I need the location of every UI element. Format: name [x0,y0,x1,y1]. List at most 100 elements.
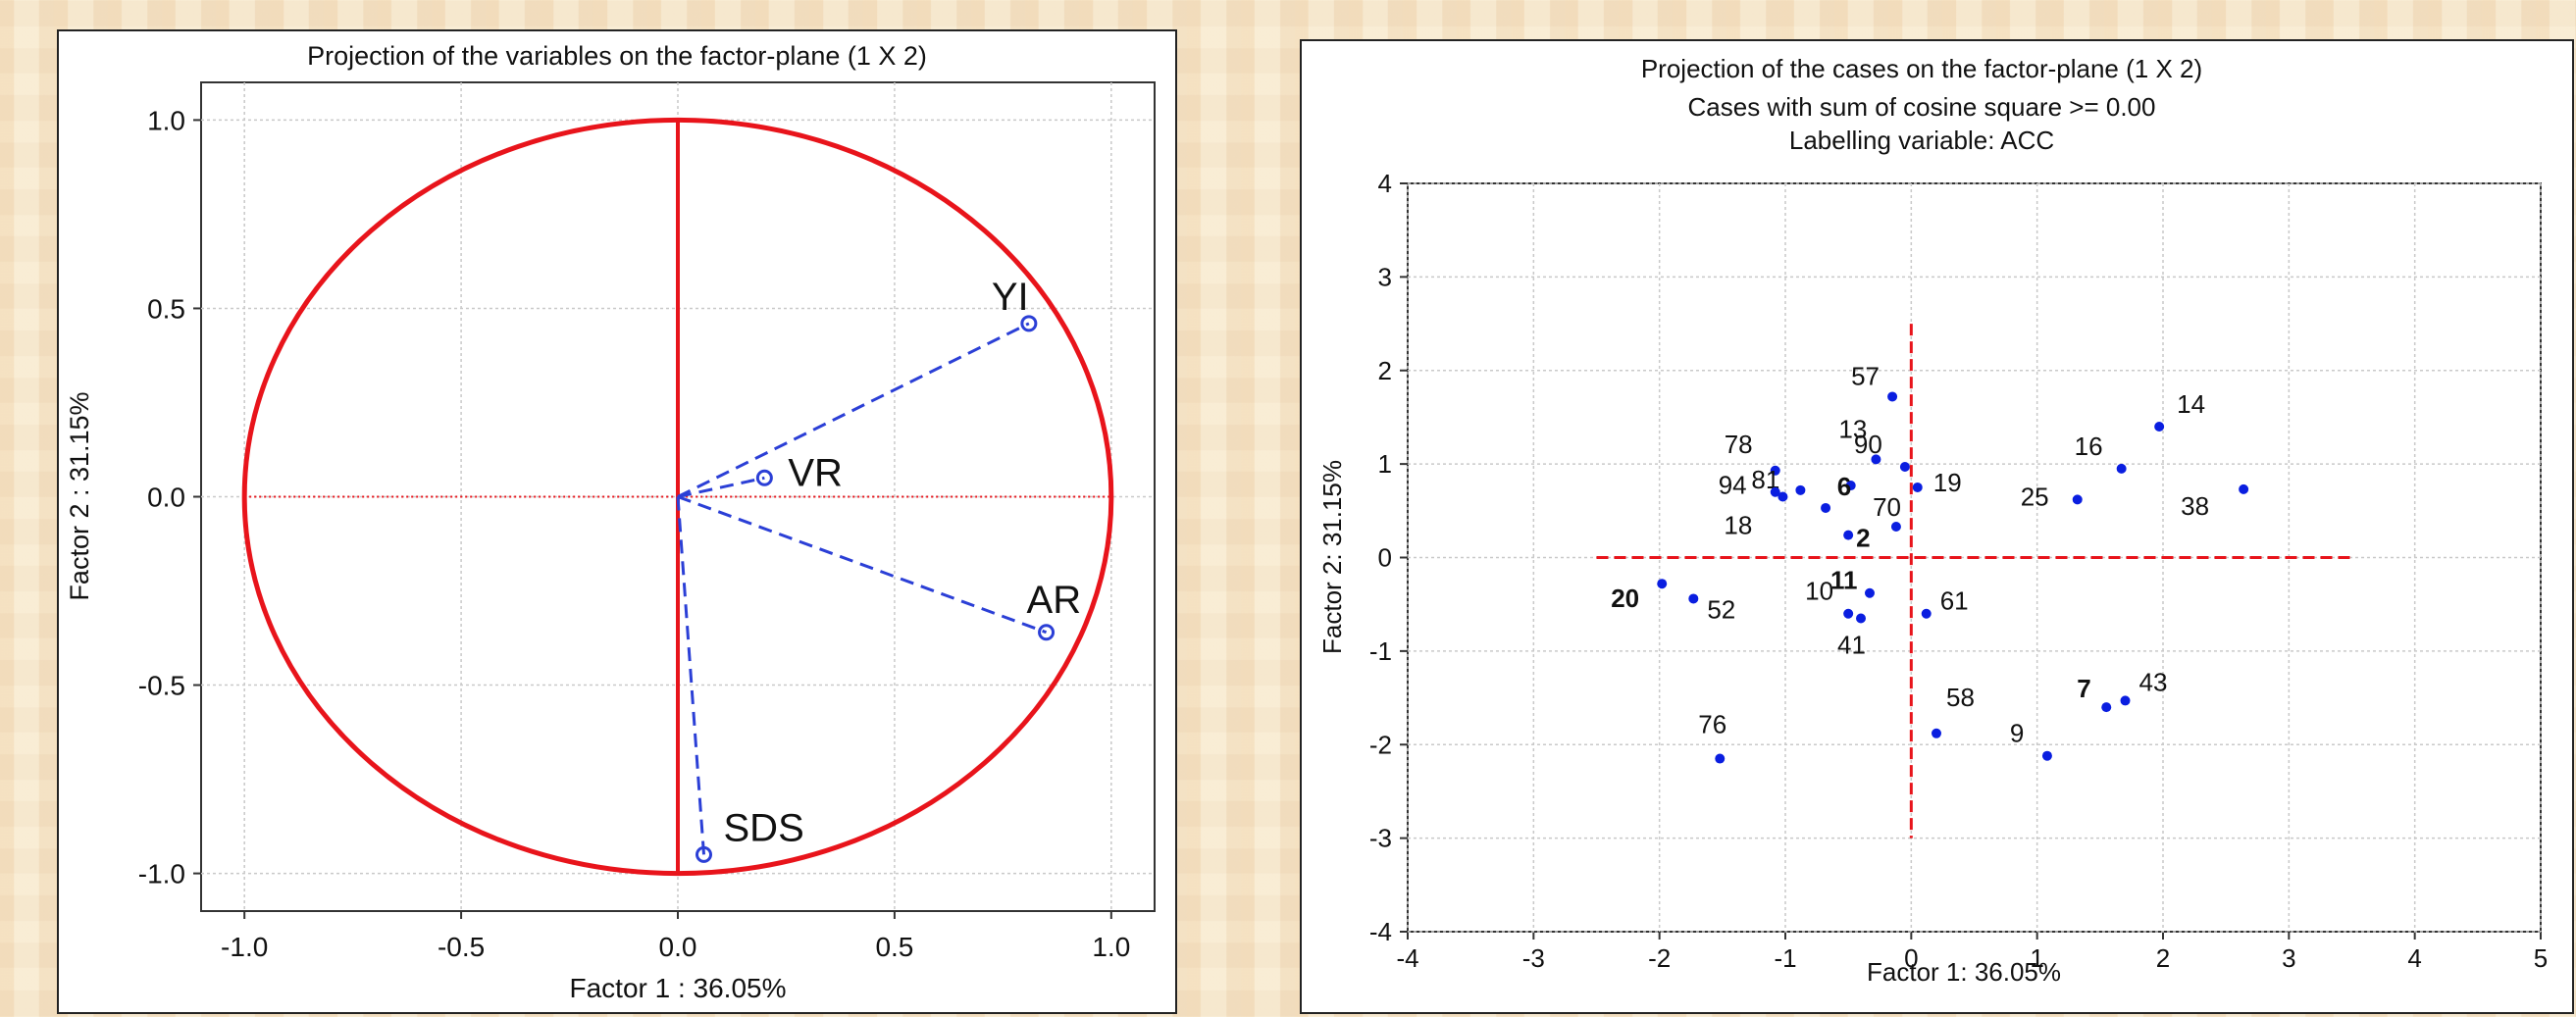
case-label-61: 61 [1940,586,1969,616]
y-tick-label: -1 [1369,636,1392,666]
case-label-18: 18 [1724,511,1752,540]
cases-chart: Projection of the cases on the factor-pl… [1317,54,2548,987]
chart-title: Projection of the cases on the factor-pl… [1641,54,2202,83]
y-tick-label: 1.0 [147,105,185,135]
case-point [1856,613,1866,624]
x-tick-label: 4 [2407,943,2421,973]
x-tick-label: 5 [2534,943,2548,973]
point-label-vr: VR [788,451,843,494]
case-point [1715,753,1726,764]
y-tick-label: 0.5 [147,293,185,324]
y-axis-label: Factor 2 : 31.15% [65,391,94,600]
point-yi [1020,315,1038,332]
vector-ar [677,495,1048,635]
y-axis-label: Factor 2: 31.15% [1317,460,1347,654]
vector-vr [677,476,765,498]
x-tick-label: -1.0 [221,932,268,962]
x-axis-label: Factor 1 : 36.05% [569,973,786,1003]
case-label-70: 70 [1873,492,1901,522]
case-point [1871,454,1881,465]
case-label-52: 52 [1707,594,1735,624]
x-tick-label: -2 [1648,943,1671,973]
chart-subtitle: Cases with sum of cosine square >= 0.00 [1688,92,2156,122]
point-sds [696,845,713,863]
case-label-6: 6 [1837,472,1851,501]
case-point [1657,579,1668,589]
vector-sds [676,496,706,855]
case-point [1821,502,1831,513]
case-label-94: 94 [1719,471,1747,500]
x-tick-label: 3 [2282,943,2295,973]
case-point [1843,608,1854,619]
case-point [2116,463,2127,474]
x-axis-label: Factor 1: 36.05% [1867,957,2061,987]
x-tick-label: 2 [2156,943,2170,973]
y-tick-label: 2 [1378,356,1392,385]
case-point [1845,481,1856,491]
case-label-19: 19 [1933,468,1962,497]
x-tick-label: 1.0 [1092,932,1130,962]
grid-lines [193,82,1155,919]
y-tick-label: -4 [1369,917,1392,946]
case-point [1795,484,1806,495]
case-point [1864,587,1875,598]
variables-chart-panel: Projection of the variables on the facto… [57,29,1177,1014]
case-point [1770,465,1780,476]
case-label-25: 25 [2021,482,2049,511]
case-label-16: 16 [2075,432,2103,461]
x-tick-label: -4 [1396,943,1418,973]
case-label-20: 20 [1611,584,1639,613]
tick-labels: -1.0 -0.5 0.0 0.5 1.0 1.0 0.5 0.0 -0.5 -1.0 [138,105,1131,962]
point-ar [1038,624,1056,641]
case-label-78: 78 [1725,430,1753,459]
case-label-2: 2 [1856,524,1870,553]
case-label-57: 57 [1851,361,1880,390]
x-tick-label: 0 [1904,943,1918,973]
case-label-90: 90 [1854,430,1882,459]
case-point [1912,482,1923,492]
case-point [1932,728,1941,738]
x-tick-label: -3 [1522,943,1545,973]
case-label-76: 76 [1698,710,1726,739]
case-label-13: 13 [1838,414,1867,443]
case-point [1921,608,1932,619]
case-label-43: 43 [2139,667,2168,696]
x-tick-label: -0.5 [438,932,485,962]
point-label-yi: YI [992,276,1029,319]
y-tick-label: 3 [1378,262,1392,291]
plot-marks: YI VR AR SDS [241,117,1114,877]
x-tick-label: 1 [2030,943,2043,973]
case-point [1770,486,1780,497]
chart-title: Projection of the variables on the facto… [307,41,927,71]
y-tick-label: 0.0 [147,483,185,513]
cases-chart-panel: Projection of the cases on the factor-pl… [1300,39,2574,1014]
case-point [1887,391,1898,402]
case-point [2154,421,2165,432]
y-tick-label: -0.5 [138,671,185,701]
case-point [2239,483,2249,494]
vector-yi [677,322,1030,498]
case-point [1688,593,1699,604]
case-label-58: 58 [1946,683,1975,712]
point-label-sds: SDS [724,806,804,849]
case-point [1899,461,1910,472]
case-label-14: 14 [2177,389,2205,419]
case-point [1777,491,1788,502]
case-label-38: 38 [2181,491,2209,521]
grid-lines [1400,182,2542,940]
x-tick-label: 0.0 [659,932,697,962]
case-label-10: 10 [1805,577,1833,606]
case-point [2120,695,2131,706]
x-tick-label: -1 [1774,943,1796,973]
variables-chart: Projection of the variables on the facto… [65,41,1156,1003]
y-tick-label: 0 [1378,543,1392,573]
point-label-ar: AR [1027,579,1082,622]
y-tick-label: 4 [1378,169,1392,198]
y-tick-label: -3 [1369,824,1392,853]
case-point [2101,702,2112,713]
case-label-41: 41 [1837,630,1866,659]
case-point [1843,530,1854,540]
y-tick-label: -2 [1369,730,1392,759]
